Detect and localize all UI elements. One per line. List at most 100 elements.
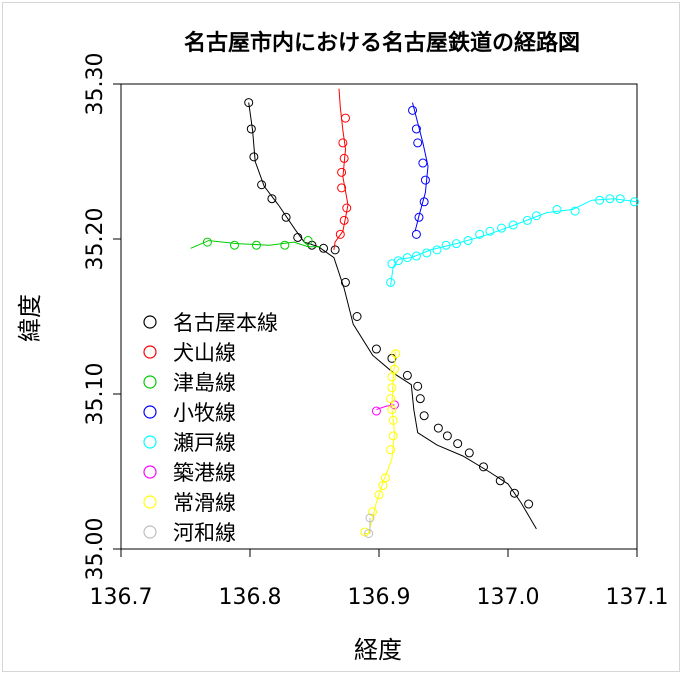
chart-title: 名古屋市内における名古屋鉄道の経路図 — [184, 30, 580, 56]
station-point — [340, 113, 350, 123]
station-point — [340, 277, 350, 287]
station-point — [342, 203, 352, 213]
x-tick-label: 136.9 — [348, 585, 411, 610]
station-point — [374, 490, 384, 500]
legend-marker — [143, 345, 157, 359]
legend-label: 津島線 — [173, 371, 236, 395]
station-point — [414, 212, 424, 222]
station-point — [475, 229, 485, 239]
station-point — [386, 277, 396, 287]
station-point — [330, 245, 340, 255]
legend-label: 常滑線 — [173, 491, 236, 515]
station-point — [368, 507, 378, 517]
station-point — [335, 229, 345, 239]
station-point — [388, 431, 398, 441]
station-point — [364, 529, 374, 538]
station-point — [251, 240, 261, 250]
y-tick-label: 35.30 — [83, 53, 108, 116]
station-point — [615, 194, 625, 204]
legend-marker — [143, 405, 157, 419]
station-point — [419, 411, 429, 421]
station-point — [485, 226, 495, 236]
series-7 — [364, 513, 375, 538]
series-4 — [386, 194, 639, 287]
station-point — [319, 243, 329, 253]
station-point — [413, 138, 423, 148]
station-point — [371, 344, 381, 354]
legend-marker — [143, 375, 157, 389]
station-point — [413, 381, 423, 391]
station-point — [453, 439, 463, 449]
legend-label: 築港線 — [173, 461, 236, 485]
series-line — [412, 102, 429, 232]
series-line — [190, 240, 321, 249]
station-point — [402, 370, 412, 380]
station-point — [293, 232, 303, 242]
legend-marker — [143, 435, 157, 449]
station-point — [411, 229, 421, 239]
station-point — [352, 312, 362, 321]
station-point — [509, 488, 519, 498]
station-point — [386, 394, 396, 404]
station-point — [411, 251, 421, 261]
station-point — [402, 253, 412, 263]
legend-label: 名古屋本線 — [173, 311, 278, 335]
y-axis: 35.00 35.10 35.20 35.30 — [83, 53, 121, 581]
station-point — [415, 394, 425, 404]
station-point — [249, 152, 259, 162]
series-line — [363, 350, 397, 534]
series-3 — [408, 102, 430, 239]
x-tick-label: 136.8 — [219, 585, 282, 610]
legend-marker — [143, 495, 157, 509]
station-point — [605, 194, 615, 204]
station-point — [365, 513, 375, 523]
station-point — [408, 105, 418, 115]
legend-label: 犬山線 — [173, 341, 236, 365]
station-point — [442, 431, 452, 441]
station-point — [339, 215, 349, 225]
legend-label: 小牧線 — [173, 401, 236, 425]
station-point — [360, 527, 370, 537]
legend-marker — [143, 315, 157, 329]
series-1 — [333, 88, 352, 250]
station-point — [531, 211, 541, 221]
station-point — [508, 220, 518, 230]
station-point — [411, 124, 421, 134]
station-point — [495, 476, 505, 486]
legend-label: 河和線 — [173, 521, 236, 545]
series-line — [333, 88, 349, 250]
legend-label: 瀬戸線 — [173, 431, 236, 455]
station-point — [339, 153, 349, 163]
station-point — [337, 183, 347, 193]
station-point — [570, 206, 580, 216]
y-tick-label: 35.00 — [83, 518, 108, 581]
station-point — [281, 212, 291, 222]
station-point — [387, 383, 397, 393]
station-point — [387, 405, 397, 414]
station-point — [595, 195, 605, 205]
y-tick-label: 35.10 — [83, 363, 108, 426]
station-point — [378, 480, 388, 490]
x-tick-label: 137.1 — [606, 585, 669, 610]
x-axis: 136.7 136.8 136.9 137.0 137.1 — [90, 549, 669, 610]
station-point — [388, 415, 398, 425]
station-point — [386, 445, 396, 455]
station-point — [464, 448, 474, 458]
series-6 — [360, 349, 401, 537]
x-tick-label: 137.0 — [477, 585, 540, 610]
station-point — [419, 197, 429, 207]
station-point — [338, 138, 348, 148]
station-point — [371, 406, 381, 416]
series-2 — [190, 236, 321, 250]
station-point — [463, 236, 473, 246]
station-point — [432, 245, 442, 255]
station-point — [418, 158, 428, 168]
station-point — [303, 236, 313, 246]
station-point — [257, 180, 267, 190]
station-point — [524, 499, 534, 509]
y-axis-label: 緯度 — [16, 294, 44, 342]
station-point — [202, 237, 212, 247]
legend-marker — [143, 465, 157, 479]
